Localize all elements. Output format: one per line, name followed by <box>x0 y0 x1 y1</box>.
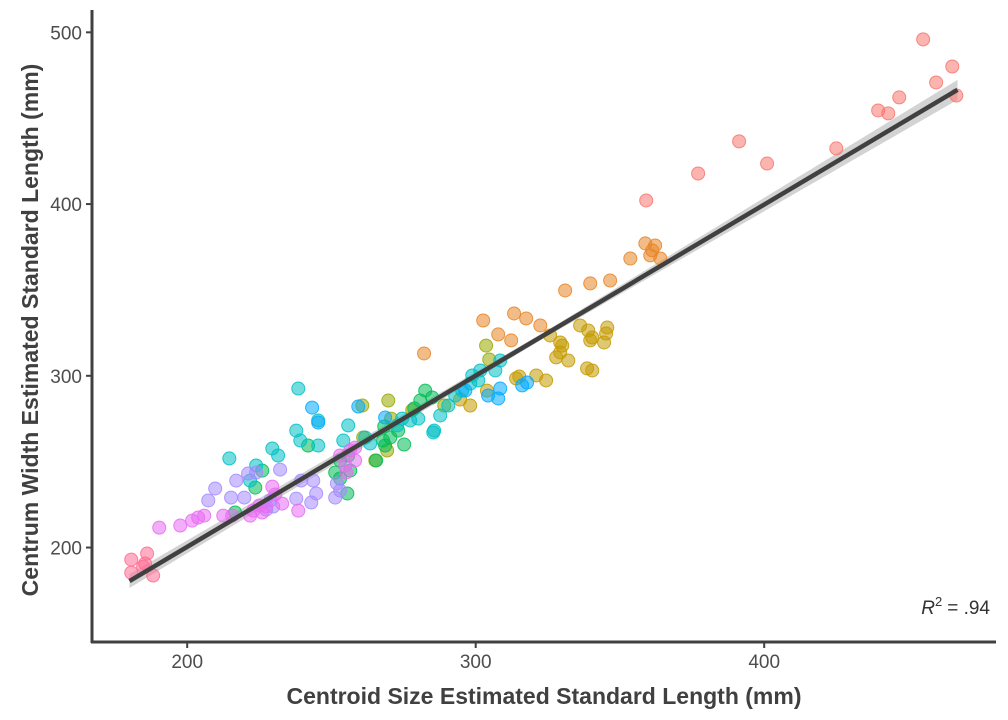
data-point-g2 <box>583 276 598 291</box>
data-point-g2 <box>603 273 618 288</box>
data-point-g9 <box>173 518 188 533</box>
y-tick-label: 200 <box>50 539 82 560</box>
data-point-g10 <box>124 552 139 567</box>
data-points <box>124 32 964 583</box>
data-point-g6 <box>341 418 356 433</box>
data-point-g3 <box>463 398 478 413</box>
r-label: R <box>921 598 935 619</box>
data-point-g3 <box>597 335 612 350</box>
data-point-g1 <box>916 32 931 47</box>
data-point-g1 <box>691 166 706 181</box>
data-point-g2 <box>533 318 548 333</box>
data-point-g2 <box>504 333 519 348</box>
y-tick-label: 300 <box>50 367 82 388</box>
x-tick-label: 300 <box>460 652 492 673</box>
data-point-g2 <box>623 251 638 266</box>
data-point-g3 <box>585 330 600 345</box>
data-point-g2 <box>558 283 573 298</box>
data-point-g1 <box>639 193 654 208</box>
r-value: = .94 <box>947 598 990 619</box>
data-point-g1 <box>760 156 775 171</box>
data-point-g7 <box>311 415 326 430</box>
data-point-g6 <box>222 451 237 466</box>
data-point-g1 <box>892 90 907 105</box>
data-point-g7 <box>351 399 366 414</box>
data-point-g2 <box>476 313 491 328</box>
x-tick-label: 200 <box>171 652 203 673</box>
data-point-g4 <box>479 338 494 353</box>
data-point-g8 <box>229 473 244 488</box>
data-point-g8 <box>329 476 344 491</box>
data-point-g8 <box>249 465 264 480</box>
data-point-g5 <box>383 430 398 445</box>
data-point-g5 <box>397 437 412 452</box>
r-squared-annotation: R2 = .94 <box>921 594 990 619</box>
data-point-g2 <box>643 248 658 263</box>
x-tick-label: 400 <box>748 652 780 673</box>
data-point-g1 <box>829 141 844 156</box>
data-point-g8 <box>273 462 288 477</box>
data-point-g3 <box>539 373 554 388</box>
data-point-g2 <box>491 327 506 342</box>
data-point-g1 <box>945 59 960 74</box>
data-point-g6 <box>336 433 351 448</box>
data-point-g5 <box>369 453 384 468</box>
data-point-g7 <box>305 400 320 415</box>
r-superscript: 2 <box>935 594 942 609</box>
data-point-g8 <box>309 486 324 501</box>
data-point-g8 <box>208 481 223 496</box>
data-point-g6 <box>265 441 280 456</box>
data-point-g2 <box>417 346 432 361</box>
regression-line-group <box>128 87 959 583</box>
regression-line <box>128 87 959 583</box>
data-point-g6 <box>291 381 306 396</box>
data-point-g8 <box>237 490 252 505</box>
y-tick-label: 400 <box>50 195 82 216</box>
y-axis-title: Centrum Width Estimated Standard Length … <box>17 64 43 597</box>
data-point-g7 <box>378 410 393 425</box>
data-point-g6 <box>289 423 304 438</box>
data-point-g1 <box>732 134 747 149</box>
data-point-g4 <box>381 393 396 408</box>
data-point-g1 <box>881 106 896 121</box>
data-point-g8 <box>201 493 216 508</box>
data-point-g9 <box>339 465 354 480</box>
data-point-g7 <box>481 388 496 403</box>
data-point-g1 <box>929 75 944 90</box>
data-point-g9 <box>291 503 306 518</box>
data-point-g3 <box>585 363 600 378</box>
data-point-g9 <box>152 520 167 535</box>
data-point-g8 <box>289 491 304 506</box>
data-point-g9 <box>275 496 290 511</box>
data-point-g7 <box>515 378 530 393</box>
data-point-g2 <box>519 311 534 326</box>
x-ticks: 200 300 400 <box>171 642 780 673</box>
y-tick-label: 500 <box>50 23 82 44</box>
data-point-g6 <box>427 423 442 438</box>
data-point-g6 <box>311 438 326 453</box>
data-point-g2 <box>507 306 522 321</box>
data-point-g6 <box>433 408 448 423</box>
data-point-g6 <box>441 398 456 413</box>
data-point-g3 <box>561 353 576 368</box>
x-axis-title: Centroid Size Estimated Standard Length … <box>287 683 802 709</box>
y-ticks: 200 300 400 500 <box>50 23 92 560</box>
data-point-g8 <box>224 490 239 505</box>
data-point-g9 <box>197 508 212 523</box>
